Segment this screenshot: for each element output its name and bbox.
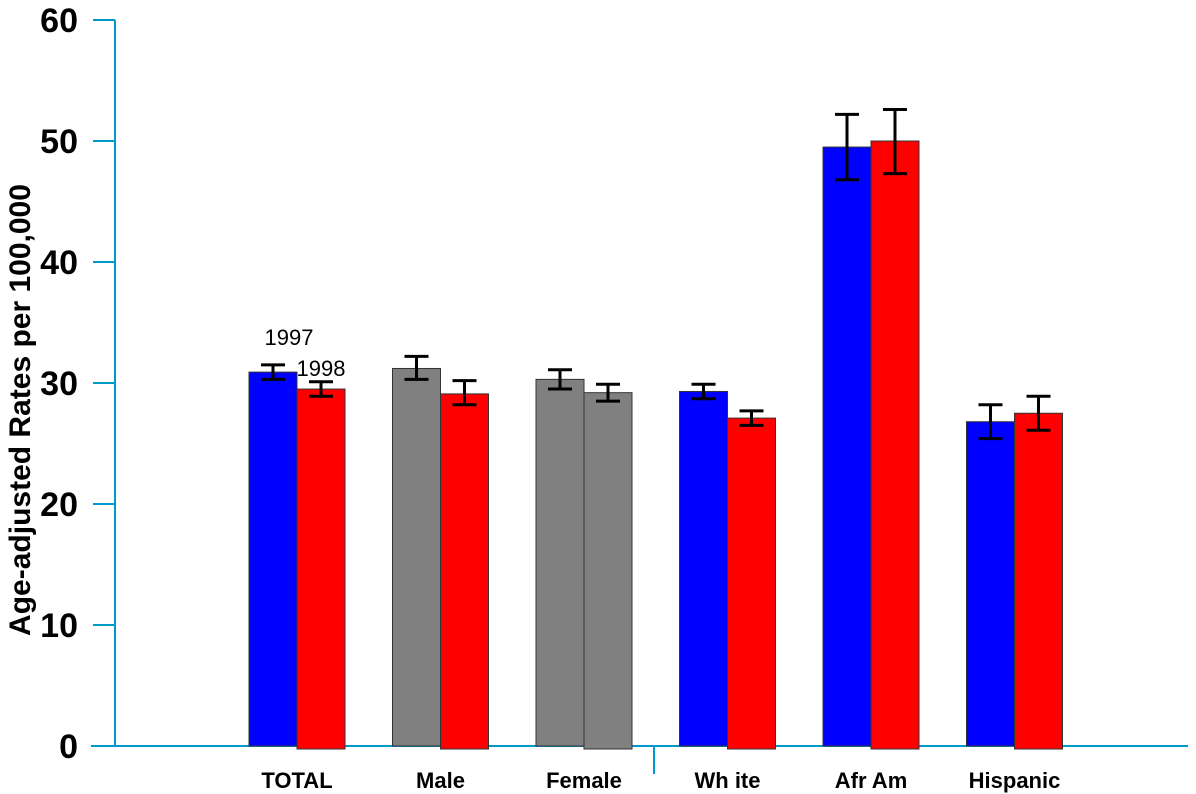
error-bars [261,108,1051,441]
y-tick-label: 20 [40,486,78,524]
bar-1997-4 [822,146,872,747]
bar-1997-3 [679,390,728,747]
y-tick-label: 50 [40,123,78,161]
bar-1997-0 [248,371,298,747]
year-annotation: 1998 [297,356,346,381]
bar-1997-2 [535,378,585,747]
bar-1998-3 [727,417,776,750]
category-label: Wh ite [695,768,761,793]
y-tick-label: 10 [40,607,78,645]
bar-1997-1 [392,367,441,747]
bar-1998-4 [870,140,920,750]
y-tick-label: 0 [59,728,78,766]
bar-1998-2 [583,392,633,750]
category-label: Hispanic [969,768,1061,793]
category-label: Afr Am [835,768,908,793]
y-tick-label: 30 [40,365,78,403]
category-label: Male [416,768,465,793]
bars [248,140,1063,750]
bar-1998-5 [1014,412,1063,750]
annotations: 1997 1998 [265,325,346,381]
bar-1997-5 [966,421,1015,747]
category-labels: TOTAL Male Female Wh ite Afr Am Hispanic [261,768,1060,793]
y-axis-label: Age-adjusted Rates per 100,000 [4,184,37,636]
category-label: Female [546,768,622,793]
bar-1998-1 [440,393,489,750]
bar-1998-0 [296,388,346,750]
y-tick-label: 40 [40,244,78,282]
year-annotation: 1997 [265,325,314,350]
category-label: TOTAL [261,768,332,793]
y-tick-label: 60 [40,2,78,40]
y-ticks: 0 10 20 30 40 50 60 [40,2,115,766]
